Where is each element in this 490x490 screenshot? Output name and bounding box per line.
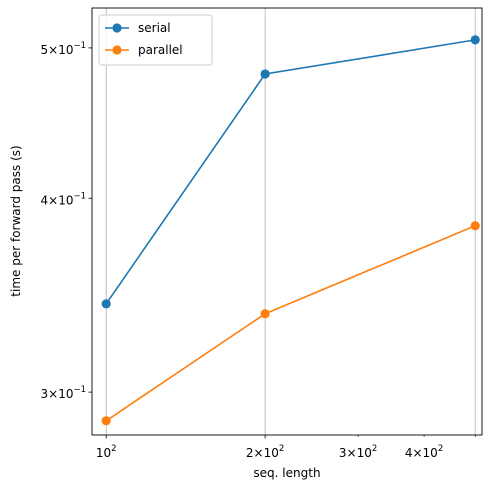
legend-marker-parallel xyxy=(112,45,122,55)
legend-label-parallel: parallel xyxy=(138,43,183,57)
data-point-parallel xyxy=(260,309,270,319)
legend: serial parallel xyxy=(98,14,213,66)
plot-frame xyxy=(91,7,483,436)
data-point-parallel xyxy=(470,221,480,231)
legend-marker-serial xyxy=(112,23,122,33)
x-tick-label: 102 xyxy=(96,444,117,460)
y-tick-label: 3×10−1 xyxy=(41,385,87,401)
y-tick-label: 4×10−1 xyxy=(41,191,87,207)
series-line-parallel xyxy=(105,225,476,422)
grid-layer xyxy=(105,8,476,435)
x-tick-label: 3×102 xyxy=(339,444,377,460)
data-point-parallel xyxy=(101,416,111,426)
series-layer xyxy=(101,35,480,426)
x-axis-label: seq. length xyxy=(253,466,320,480)
x-tick-label: 4×102 xyxy=(405,444,443,460)
y-tick-label: 5×10−1 xyxy=(41,41,87,57)
data-point-serial xyxy=(470,35,480,45)
x-tick-label: 2×102 xyxy=(246,444,284,460)
tick-layer: 102 2×102 3×102 4×102 3×10−1 4×10−1 5×10−1 xyxy=(41,41,476,460)
y-axis-label: time per forward pass (s) xyxy=(9,145,23,296)
series-line-serial xyxy=(105,39,476,305)
data-point-serial xyxy=(260,69,270,79)
legend-label-serial: serial xyxy=(138,21,171,35)
data-point-serial xyxy=(101,299,111,309)
